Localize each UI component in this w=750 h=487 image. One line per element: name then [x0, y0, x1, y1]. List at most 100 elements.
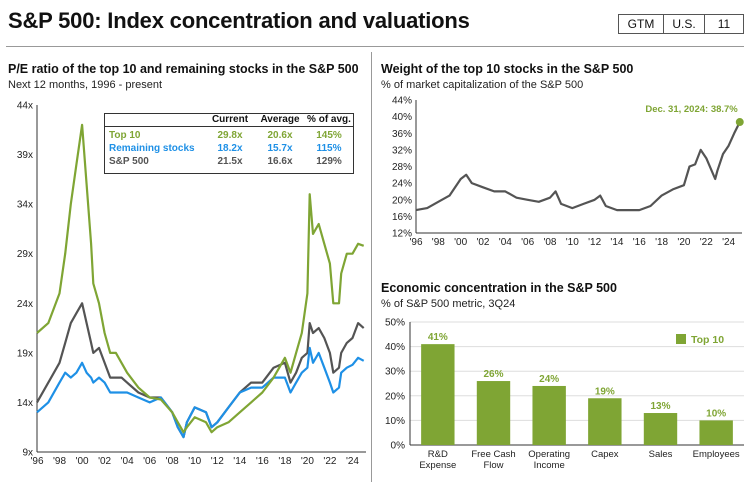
x-tick-label: '02 [476, 237, 489, 248]
y-tick-label: 30% [385, 367, 405, 378]
y-tick-label: 20% [392, 195, 412, 206]
category-label: Income [534, 460, 565, 471]
category-label: Expense [419, 460, 456, 471]
y-tick-label: 24% [392, 179, 412, 190]
x-tick-label: '12 [588, 237, 601, 248]
bar [699, 420, 733, 445]
latest-point-annotation: Dec. 31, 2024: 38.7% [645, 104, 738, 115]
pe-ratio-chart: 9x 14x 19x 24x 29x 34x 39x 44x '96 '98 '00 '02 '04 '0… [17, 101, 366, 467]
y-tick-label: 40% [385, 342, 405, 353]
x-tick-label: '10 [566, 237, 579, 248]
category-label: Capex [591, 449, 619, 460]
header-badges: GTM U.S. 11 [618, 14, 744, 34]
bar-value-label: 26% [483, 369, 503, 380]
x-tick-label: '14 [233, 456, 246, 467]
pe-chart-title: P/E ratio of the top 10 and remaining st… [8, 62, 359, 76]
bar-value-label: 41% [428, 332, 448, 343]
y-tick-label: 50% [385, 318, 405, 329]
page-title: S&P 500: Index concentration and valuati… [8, 8, 470, 33]
x-tick-label: '00 [76, 456, 89, 467]
header-divider [6, 46, 744, 47]
category-label: Operating [528, 449, 570, 460]
econ-chart-subtitle: % of S&P 500 metric, 3Q24 [381, 298, 516, 310]
row-average: 15.7x [267, 143, 293, 154]
y-tick-label: 24x [17, 299, 33, 310]
x-tick-label: '06 [143, 456, 156, 467]
y-tick-label: 19x [17, 348, 33, 359]
x-tick-label: '24 [346, 456, 359, 467]
bar-value-label: 13% [650, 401, 670, 412]
x-tick-label: '04 [121, 456, 134, 467]
x-tick-label: '12 [211, 456, 224, 467]
y-tick-label: 44x [17, 101, 33, 112]
weight-chart-subtitle: % of market capitalization of the S&P 50… [381, 79, 584, 91]
x-tick-label: '08 [166, 456, 179, 467]
category-label: Free Cash [471, 449, 515, 460]
row-average: 20.6x [267, 130, 293, 141]
y-tick-label: 32% [392, 145, 412, 156]
bar [476, 381, 511, 445]
y-tick-label: 12% [392, 229, 412, 240]
x-tick-label: '18 [278, 456, 291, 467]
row-label-sp500: S&P 500 [109, 156, 149, 167]
y-tick-label: 39x [17, 150, 33, 161]
row-current: 29.8x [217, 130, 243, 141]
x-tick-label: '08 [543, 237, 556, 248]
bar-value-label: 10% [706, 408, 726, 419]
x-tick-label: '24 [722, 237, 735, 248]
bar-value-label: 24% [539, 374, 559, 385]
y-tick-label: 29x [17, 249, 33, 260]
x-tick-label: '02 [98, 456, 111, 467]
x-tick-label: '96 [409, 237, 422, 248]
y-tick-label: 44% [392, 96, 412, 107]
row-average: 16.6x [267, 156, 293, 167]
x-tick-label: '10 [188, 456, 201, 467]
bar [532, 385, 566, 445]
panel-divider [371, 52, 372, 482]
series-line-top-10 [36, 123, 365, 434]
table-header-blank [105, 114, 205, 126]
y-tick-label: 20% [385, 391, 405, 402]
x-tick-label: '16 [256, 456, 269, 467]
badge-region: U.S. [664, 15, 705, 33]
row-pct: 145% [316, 130, 342, 141]
row-current: 21.5x [217, 156, 243, 167]
category-label: Flow [483, 460, 503, 471]
y-tick-label: 0% [391, 441, 406, 452]
pe-summary-table: Current Average % of avg. Top 10 29.8x 2… [104, 113, 354, 174]
y-tick-label: 9x [22, 448, 33, 459]
table-header-average: Average [260, 114, 300, 125]
table-header-current: Current [211, 114, 249, 125]
category-label: Employees [693, 449, 740, 460]
latest-point-marker [735, 118, 744, 127]
series-line-remaining-stocks [36, 346, 365, 439]
x-tick-label: '14 [610, 237, 623, 248]
bar [421, 344, 455, 445]
badge-gtm: GTM [619, 15, 664, 33]
series-line-top-10 [415, 121, 741, 212]
y-tick-label: 36% [392, 129, 412, 140]
table-row: Remaining stocks 18.2x 15.7x 115% [105, 142, 353, 155]
weight-chart-title: Weight of the top 10 stocks in the S&P 5… [381, 62, 634, 76]
category-label: Sales [649, 449, 673, 460]
bar-value-label: 19% [595, 386, 615, 397]
x-tick-label: '20 [301, 456, 314, 467]
x-tick-label: '96 [30, 456, 43, 467]
row-label-remaining: Remaining stocks [109, 143, 195, 154]
bar [643, 413, 678, 445]
row-current: 18.2x [217, 143, 243, 154]
row-pct: 115% [316, 143, 342, 154]
bar [588, 398, 622, 445]
table-header-pct-avg: % of avg. [307, 114, 351, 125]
x-tick-label: '04 [499, 237, 512, 248]
x-tick-label: '22 [323, 456, 336, 467]
y-tick-label: 40% [392, 112, 412, 123]
y-tick-label: 10% [385, 416, 405, 427]
y-tick-label: 14x [17, 398, 33, 409]
pe-chart-subtitle: Next 12 months, 1996 - present [8, 79, 163, 91]
weight-chart: 12% 16% 20% 24% 28% 32% 36% 40% 44% '96 '98 '00 '02 '… [392, 96, 744, 248]
row-label-top10: Top 10 [109, 130, 141, 141]
y-tick-label: 34x [17, 200, 33, 211]
x-tick-label: '98 [432, 237, 445, 248]
